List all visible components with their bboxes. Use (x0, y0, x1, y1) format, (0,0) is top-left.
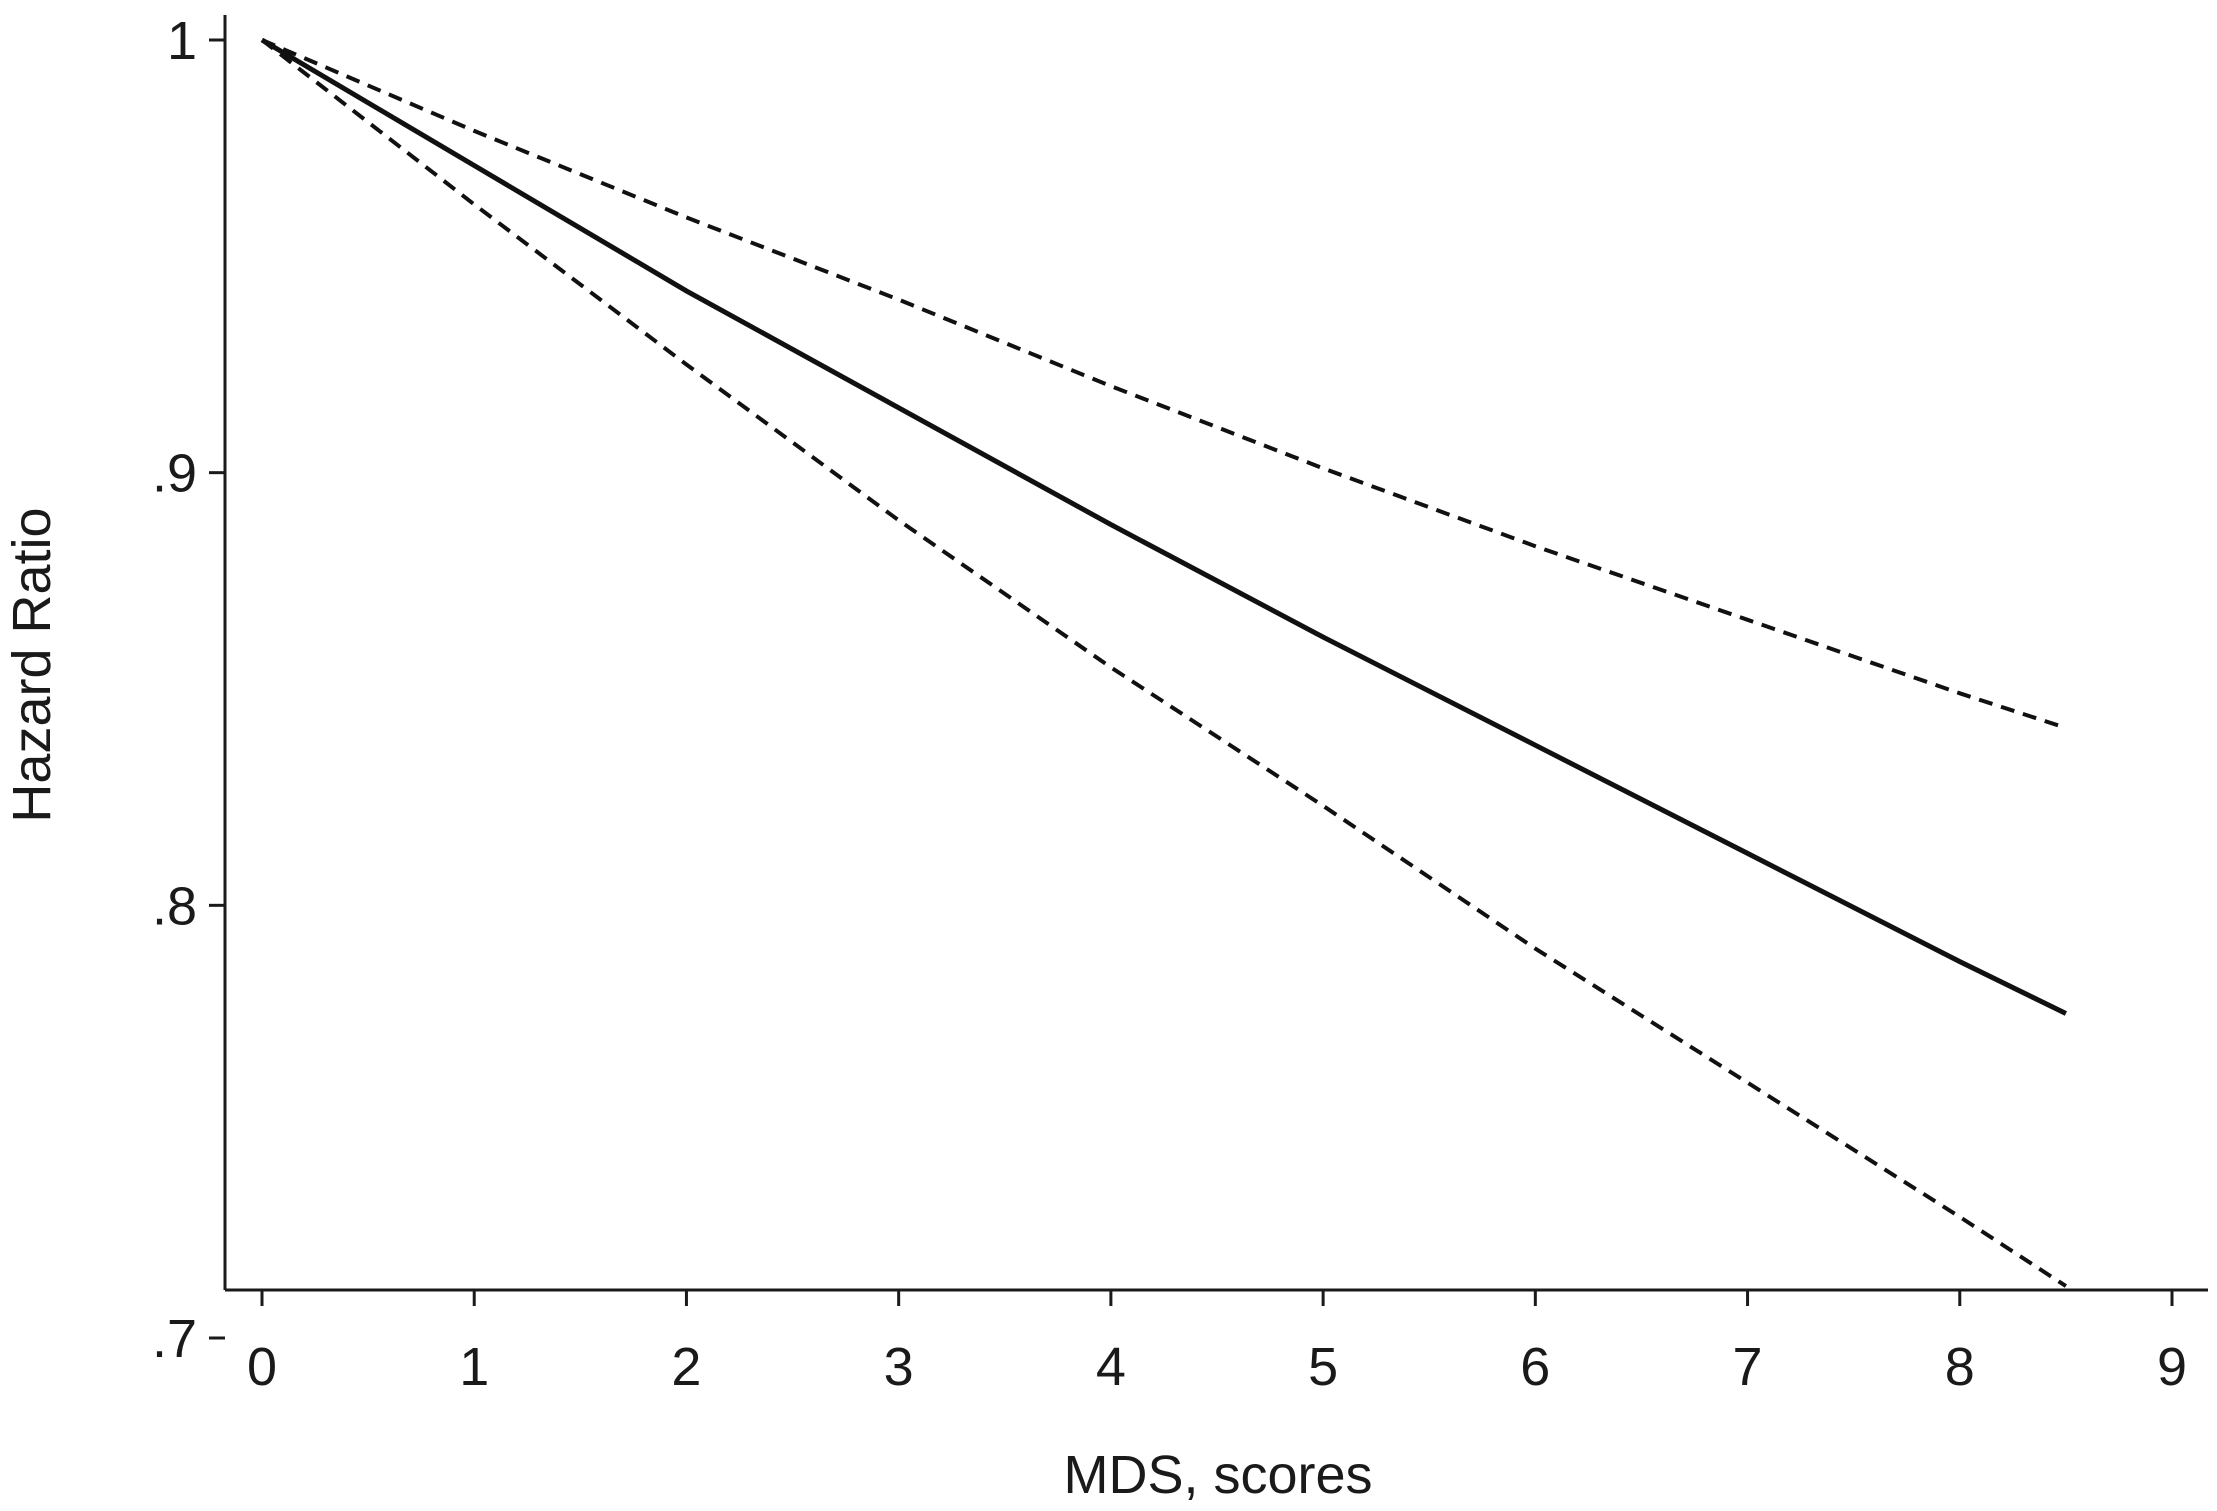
x-tick-label: 2 (671, 1337, 701, 1397)
x-tick-label: 1 (459, 1337, 489, 1397)
x-tick-label: 8 (1945, 1337, 1975, 1397)
plot-area (260, 37, 2067, 1288)
y-tick-label: .8 (152, 876, 197, 936)
upper-ci-line (261, 38, 2067, 730)
x-tick-label: 9 (2157, 1337, 2187, 1397)
x-axis-title: MDS, scores (1063, 1445, 1372, 1505)
y-tick-label: .7 (152, 1309, 197, 1369)
axes: 0 1 2 3 4 5 6 7 8 9 .7 .8 .9 1 (152, 11, 2208, 1397)
x-tick-label: 3 (884, 1337, 914, 1397)
y-tick-label: 1 (167, 11, 197, 71)
y-tick-label: .9 (152, 444, 197, 504)
hazard-ratio-line (260, 37, 2067, 1016)
x-tick-label: 4 (1096, 1337, 1126, 1397)
x-tick-label: 7 (1733, 1337, 1763, 1397)
x-tick-label: 5 (1308, 1337, 1338, 1397)
x-tick-label: 6 (1520, 1337, 1550, 1397)
x-tick-label: 0 (247, 1337, 277, 1397)
lower-ci-line (260, 38, 2067, 1288)
y-axis-title: Hazard Ratio (2, 507, 62, 822)
